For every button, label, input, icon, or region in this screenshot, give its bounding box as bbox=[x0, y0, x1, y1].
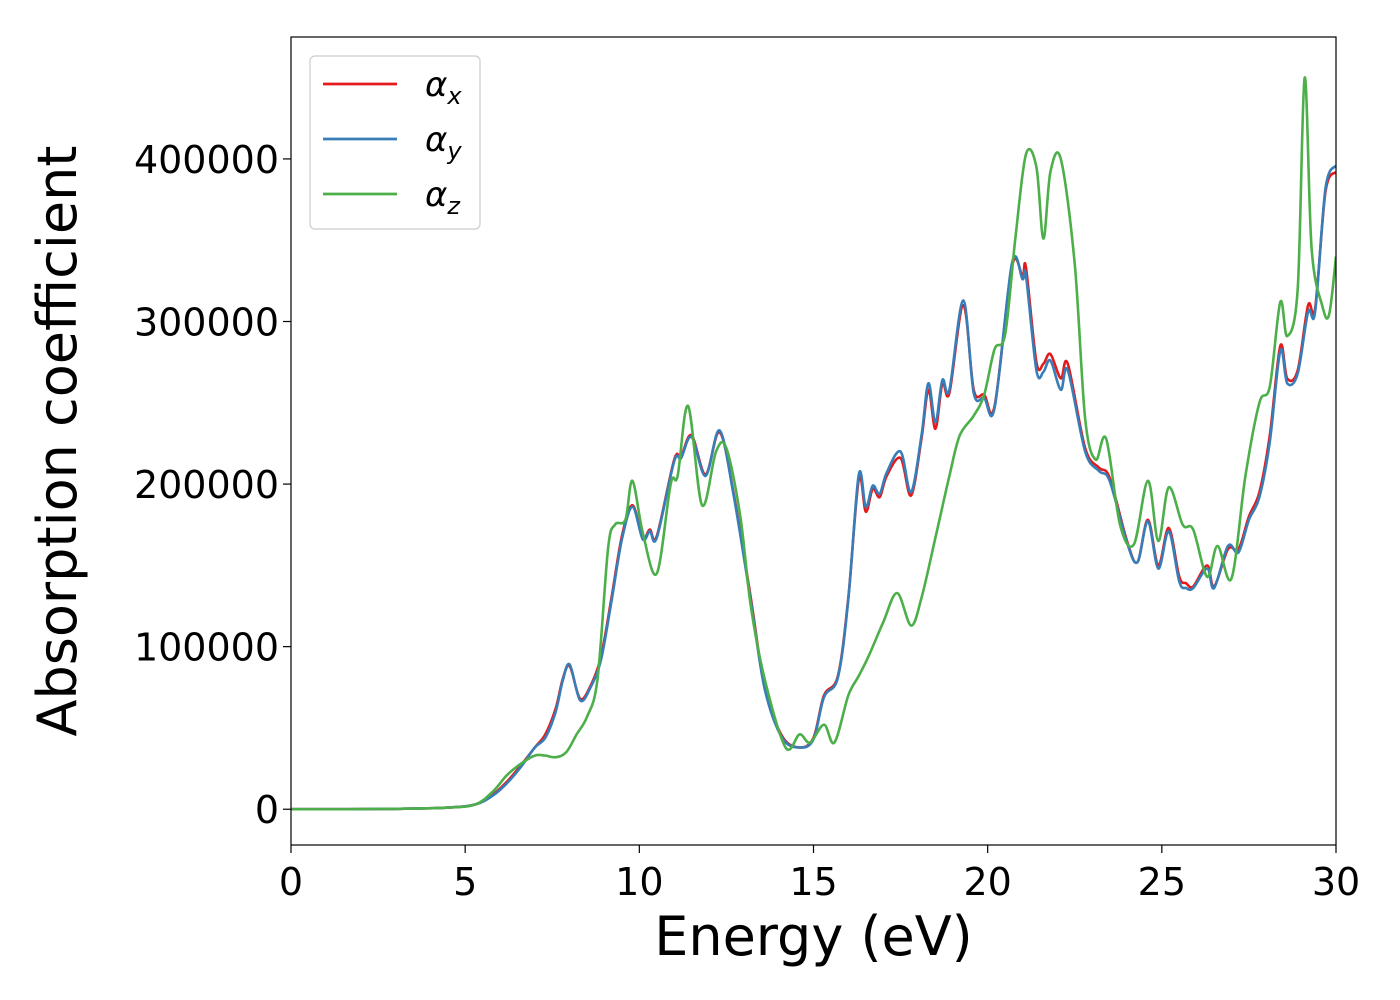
y-tick-label: 300000 bbox=[134, 301, 279, 345]
y-tick-label: 100000 bbox=[134, 626, 279, 670]
y-tick-label: 400000 bbox=[134, 138, 279, 182]
x-tick-label: 10 bbox=[615, 860, 663, 904]
y-tick-label: 0 bbox=[255, 788, 279, 832]
x-axis-ticks: 0 5 10 15 20 25 30 bbox=[279, 845, 1360, 904]
x-tick-label: 5 bbox=[453, 860, 477, 904]
series-line-alpha-y bbox=[291, 164, 1336, 811]
y-axis-ticks: 0 100000 200000 300000 400000 bbox=[134, 138, 291, 832]
legend-label-alpha-x: αx bbox=[425, 65, 462, 110]
legend-label-alpha-y: αy bbox=[425, 120, 462, 165]
series-layer bbox=[291, 76, 1336, 811]
x-tick-label: 25 bbox=[1138, 860, 1186, 904]
series-line-alpha-z bbox=[291, 76, 1336, 811]
x-tick-label: 20 bbox=[963, 860, 1011, 904]
x-tick-label: 0 bbox=[279, 860, 303, 904]
x-tick-label: 15 bbox=[789, 860, 837, 904]
x-axis-label: Energy (eV) bbox=[654, 905, 973, 968]
x-tick-label: 30 bbox=[1312, 860, 1360, 904]
legend-box bbox=[309, 55, 481, 230]
y-tick-label: 200000 bbox=[134, 463, 279, 507]
series-line-alpha-x bbox=[291, 171, 1336, 811]
y-axis-label: Absorption coefficient bbox=[26, 146, 89, 737]
